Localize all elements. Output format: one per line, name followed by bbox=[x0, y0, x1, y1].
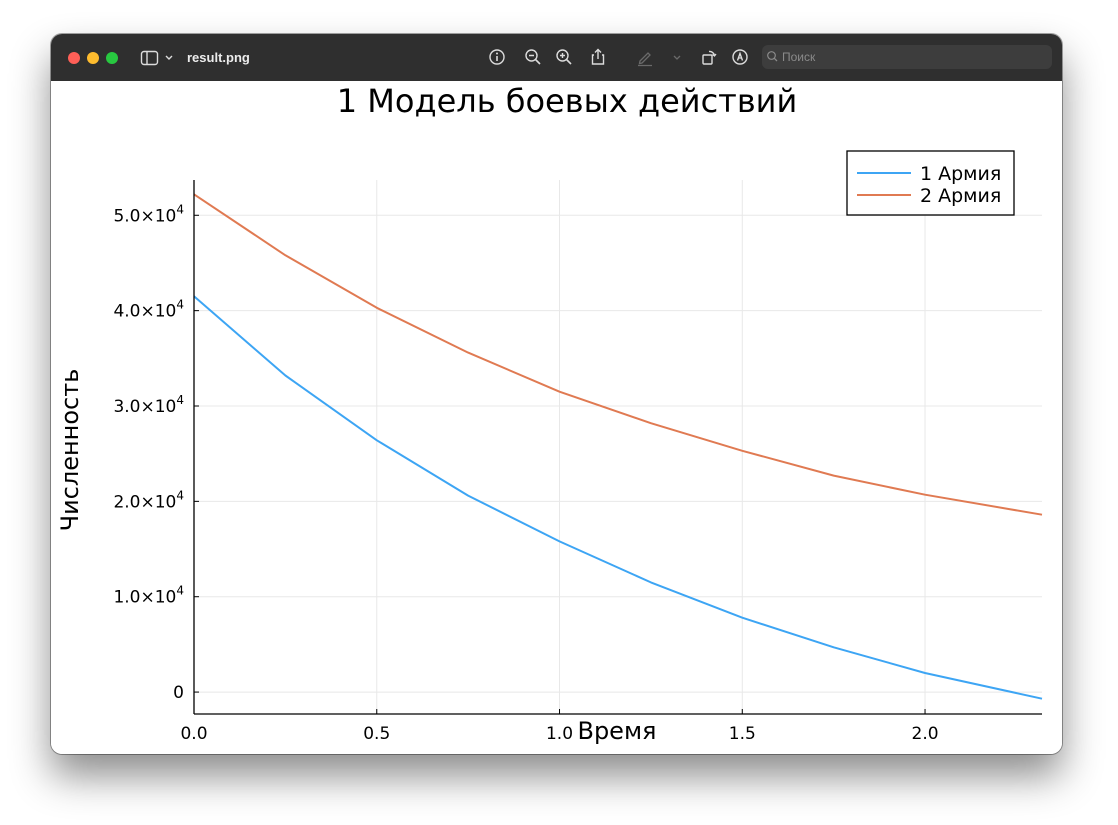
x-axis-label: Время bbox=[577, 717, 656, 745]
x-tick-label: 1.5 bbox=[729, 724, 756, 744]
legend-label: 2 Армия bbox=[920, 185, 1001, 207]
rotate-icon bbox=[702, 50, 717, 65]
sidebar-icon bbox=[140, 50, 173, 66]
zoom-in-button[interactable] bbox=[554, 47, 574, 67]
y-tick-label: 5.0×104 bbox=[113, 202, 184, 226]
series-layer bbox=[193, 193, 1043, 700]
markup-pen-icon bbox=[638, 52, 652, 67]
series-line-1 bbox=[193, 295, 1043, 700]
share-icon bbox=[591, 48, 605, 65]
search-input[interactable] bbox=[782, 45, 1044, 69]
legend-label: 1 Армия bbox=[920, 163, 1001, 185]
share-button[interactable] bbox=[588, 47, 608, 67]
chart-title: 1 Модель боевых действий bbox=[337, 82, 798, 120]
x-tick-label: 0.5 bbox=[363, 724, 390, 744]
y-axis-label: Численность bbox=[56, 369, 84, 532]
chevron-down-icon bbox=[663, 50, 681, 64]
chart: 0.0 0.5 1.0 1.5 2.0 0 1.0×104 2.0×104 3.0×104 4.0… bbox=[56, 82, 1043, 745]
annotate-icon bbox=[732, 49, 748, 65]
x-tick-label: 2.0 bbox=[912, 724, 939, 744]
document-canvas: 0.0 0.5 1.0 1.5 2.0 0 1.0×104 2.0×104 3.0×104 4.0… bbox=[51, 81, 1062, 754]
markup-menu-button[interactable] bbox=[663, 47, 687, 67]
series-line-2 bbox=[193, 193, 1043, 516]
zoom-out-icon bbox=[525, 49, 541, 65]
sidebar-toggle-button[interactable] bbox=[140, 49, 176, 67]
legend-box bbox=[846, 150, 1015, 216]
preview-window: result.png bbox=[51, 34, 1062, 754]
y-tick-label: 1.0×104 bbox=[113, 584, 184, 608]
markup-button[interactable] bbox=[635, 47, 655, 67]
y-tick-label: 0 bbox=[173, 683, 184, 703]
window-title: result.png bbox=[187, 50, 250, 65]
y-tick-label: 4.0×104 bbox=[113, 298, 184, 322]
annotate-button[interactable] bbox=[730, 47, 750, 67]
chevron-down-icon bbox=[165, 55, 173, 60]
zoom-in-icon bbox=[556, 49, 572, 65]
y-tick-label: 3.0×104 bbox=[113, 393, 184, 417]
grid bbox=[193, 180, 1042, 714]
close-button[interactable] bbox=[68, 52, 80, 64]
zoom-out-button[interactable] bbox=[523, 47, 543, 67]
rotate-button[interactable] bbox=[699, 47, 719, 67]
info-icon bbox=[489, 49, 505, 65]
search-field[interactable] bbox=[762, 45, 1052, 69]
minimize-button[interactable] bbox=[87, 52, 99, 64]
search-icon bbox=[767, 51, 778, 62]
info-button[interactable] bbox=[487, 47, 507, 67]
zoom-button[interactable] bbox=[106, 52, 118, 64]
x-tick-label: 0.0 bbox=[180, 724, 207, 744]
title-bar: result.png bbox=[51, 34, 1062, 82]
x-tick-label: 1.0 bbox=[546, 724, 573, 744]
axes: 0.0 0.5 1.0 1.5 2.0 0 1.0×104 2.0×104 3.0×104 4.0… bbox=[113, 180, 1042, 744]
y-tick-label: 2.0×104 bbox=[113, 488, 184, 512]
